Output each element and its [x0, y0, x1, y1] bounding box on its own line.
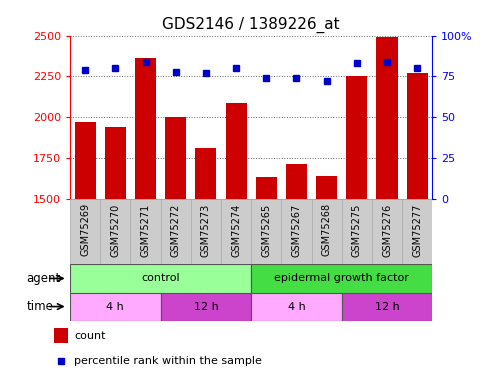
Text: GSM75271: GSM75271: [141, 203, 151, 256]
Title: GDS2146 / 1389226_at: GDS2146 / 1389226_at: [162, 16, 340, 33]
Bar: [74, 122, 96, 199]
Bar: [54, 328, 68, 343]
Bar: [312, 199, 342, 264]
Text: control: control: [142, 273, 180, 284]
Text: 12 h: 12 h: [194, 302, 218, 312]
Text: GSM75272: GSM75272: [170, 203, 181, 257]
Bar: [226, 102, 247, 199]
Bar: [135, 58, 156, 199]
Bar: [256, 177, 277, 199]
Text: 4 h: 4 h: [106, 302, 124, 312]
Bar: [191, 199, 221, 264]
Bar: [221, 199, 251, 264]
Text: 4 h: 4 h: [287, 302, 305, 312]
Text: count: count: [74, 331, 106, 340]
Text: agent: agent: [27, 272, 61, 285]
Text: GSM75275: GSM75275: [352, 203, 362, 257]
Text: time: time: [27, 300, 54, 313]
Text: 12 h: 12 h: [375, 302, 399, 312]
Bar: [70, 264, 251, 292]
Bar: [251, 264, 432, 292]
Bar: [316, 176, 337, 199]
Bar: [281, 199, 312, 264]
Text: epidermal growth factor: epidermal growth factor: [274, 273, 409, 284]
Bar: [251, 199, 281, 264]
Bar: [376, 37, 398, 199]
Bar: [195, 148, 216, 199]
Bar: [251, 292, 342, 321]
Text: percentile rank within the sample: percentile rank within the sample: [74, 356, 262, 366]
Bar: [346, 76, 368, 199]
Bar: [372, 199, 402, 264]
Text: GSM75268: GSM75268: [322, 203, 332, 256]
Bar: [342, 199, 372, 264]
Text: GSM75270: GSM75270: [110, 203, 120, 256]
Bar: [407, 73, 428, 199]
Bar: [160, 292, 251, 321]
Bar: [100, 199, 130, 264]
Bar: [165, 117, 186, 199]
Text: GSM75269: GSM75269: [80, 203, 90, 256]
Text: GSM75265: GSM75265: [261, 203, 271, 256]
Bar: [286, 165, 307, 199]
Bar: [105, 127, 126, 199]
Bar: [342, 292, 432, 321]
Bar: [70, 292, 160, 321]
Bar: [70, 199, 100, 264]
Text: GSM75273: GSM75273: [201, 203, 211, 256]
Bar: [160, 199, 191, 264]
Text: GSM75276: GSM75276: [382, 203, 392, 256]
Text: GSM75267: GSM75267: [291, 203, 301, 256]
Bar: [130, 199, 160, 264]
Text: GSM75274: GSM75274: [231, 203, 241, 256]
Bar: [402, 199, 432, 264]
Text: GSM75277: GSM75277: [412, 203, 422, 257]
